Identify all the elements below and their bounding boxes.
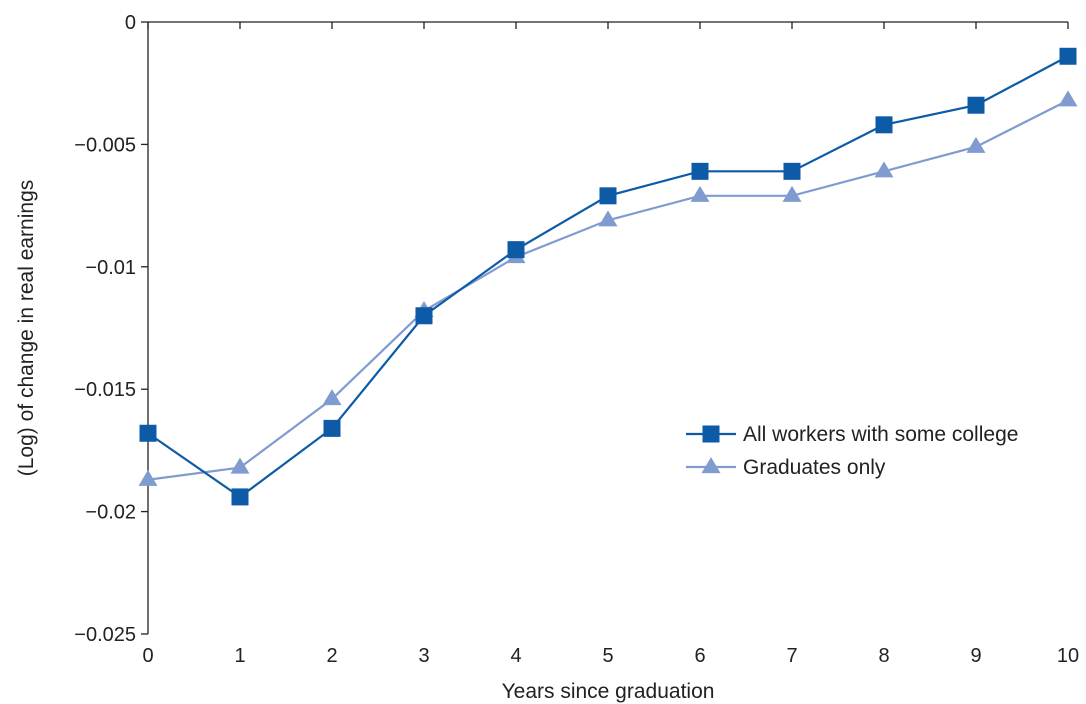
triangle-marker — [322, 389, 342, 406]
triangle-marker — [690, 185, 710, 202]
x-tick-label: 5 — [602, 645, 613, 667]
triangle-marker — [138, 469, 158, 486]
x-tick-label: 9 — [970, 645, 981, 667]
square-marker — [1059, 47, 1077, 65]
chart-axes: 0 −0.005 −0.01 −0.015 −0.02 −0.025 0 1 2 3 4 5 6 7 8 9… — [74, 12, 1079, 667]
square-marker — [783, 162, 801, 180]
triangle-marker — [230, 457, 250, 474]
square-marker — [415, 307, 433, 325]
triangle-marker — [1058, 90, 1078, 107]
x-tick-label: 1 — [234, 645, 245, 667]
x-tick-label: 4 — [510, 645, 521, 667]
x-tick-label: 8 — [878, 645, 889, 667]
square-marker — [875, 116, 893, 134]
y-tick-label: −0.015 — [74, 379, 136, 401]
triangle-marker — [701, 457, 721, 474]
legend-label: All workers with some college — [743, 423, 1018, 446]
y-tick-label: −0.02 — [85, 502, 136, 524]
series-layer — [138, 47, 1078, 506]
y-axis-ticks: 0 −0.005 −0.01 −0.015 −0.02 −0.025 — [74, 12, 148, 646]
y-tick-label: −0.025 — [74, 624, 136, 646]
y-tick-label: −0.005 — [74, 134, 136, 156]
triangle-marker — [782, 185, 802, 202]
square-marker — [691, 162, 709, 180]
square-marker — [139, 424, 157, 442]
square-marker — [323, 419, 341, 437]
square-marker — [599, 187, 617, 205]
x-tick-label: 3 — [418, 645, 429, 667]
legend: All workers with some college Graduates o… — [686, 423, 1018, 479]
square-marker — [231, 488, 249, 506]
x-tick-label: 2 — [326, 645, 337, 667]
y-tick-label: −0.01 — [85, 257, 136, 279]
y-axis-title: (Log) of change in real earnings — [15, 180, 38, 477]
triangle-marker — [598, 210, 618, 227]
legend-item: All workers with some college — [686, 423, 1018, 446]
legend-item: Graduates only — [686, 456, 886, 479]
x-tick-label: 10 — [1057, 645, 1079, 667]
x-axis-ticks: 0 1 2 3 4 5 6 7 8 9 10 — [142, 22, 1079, 667]
triangle-marker — [874, 161, 894, 178]
x-axis-title: Years since graduation — [502, 680, 715, 703]
triangle-marker — [966, 136, 986, 153]
x-tick-label: 7 — [786, 645, 797, 667]
series-1 — [138, 90, 1078, 486]
square-marker — [967, 96, 985, 114]
x-tick-label: 6 — [694, 645, 705, 667]
square-marker — [507, 241, 525, 259]
square-marker — [702, 425, 720, 443]
x-tick-label: 0 — [142, 645, 153, 667]
series-0 — [139, 47, 1077, 506]
y-tick-label: 0 — [125, 12, 136, 34]
legend-label: Graduates only — [743, 456, 886, 479]
